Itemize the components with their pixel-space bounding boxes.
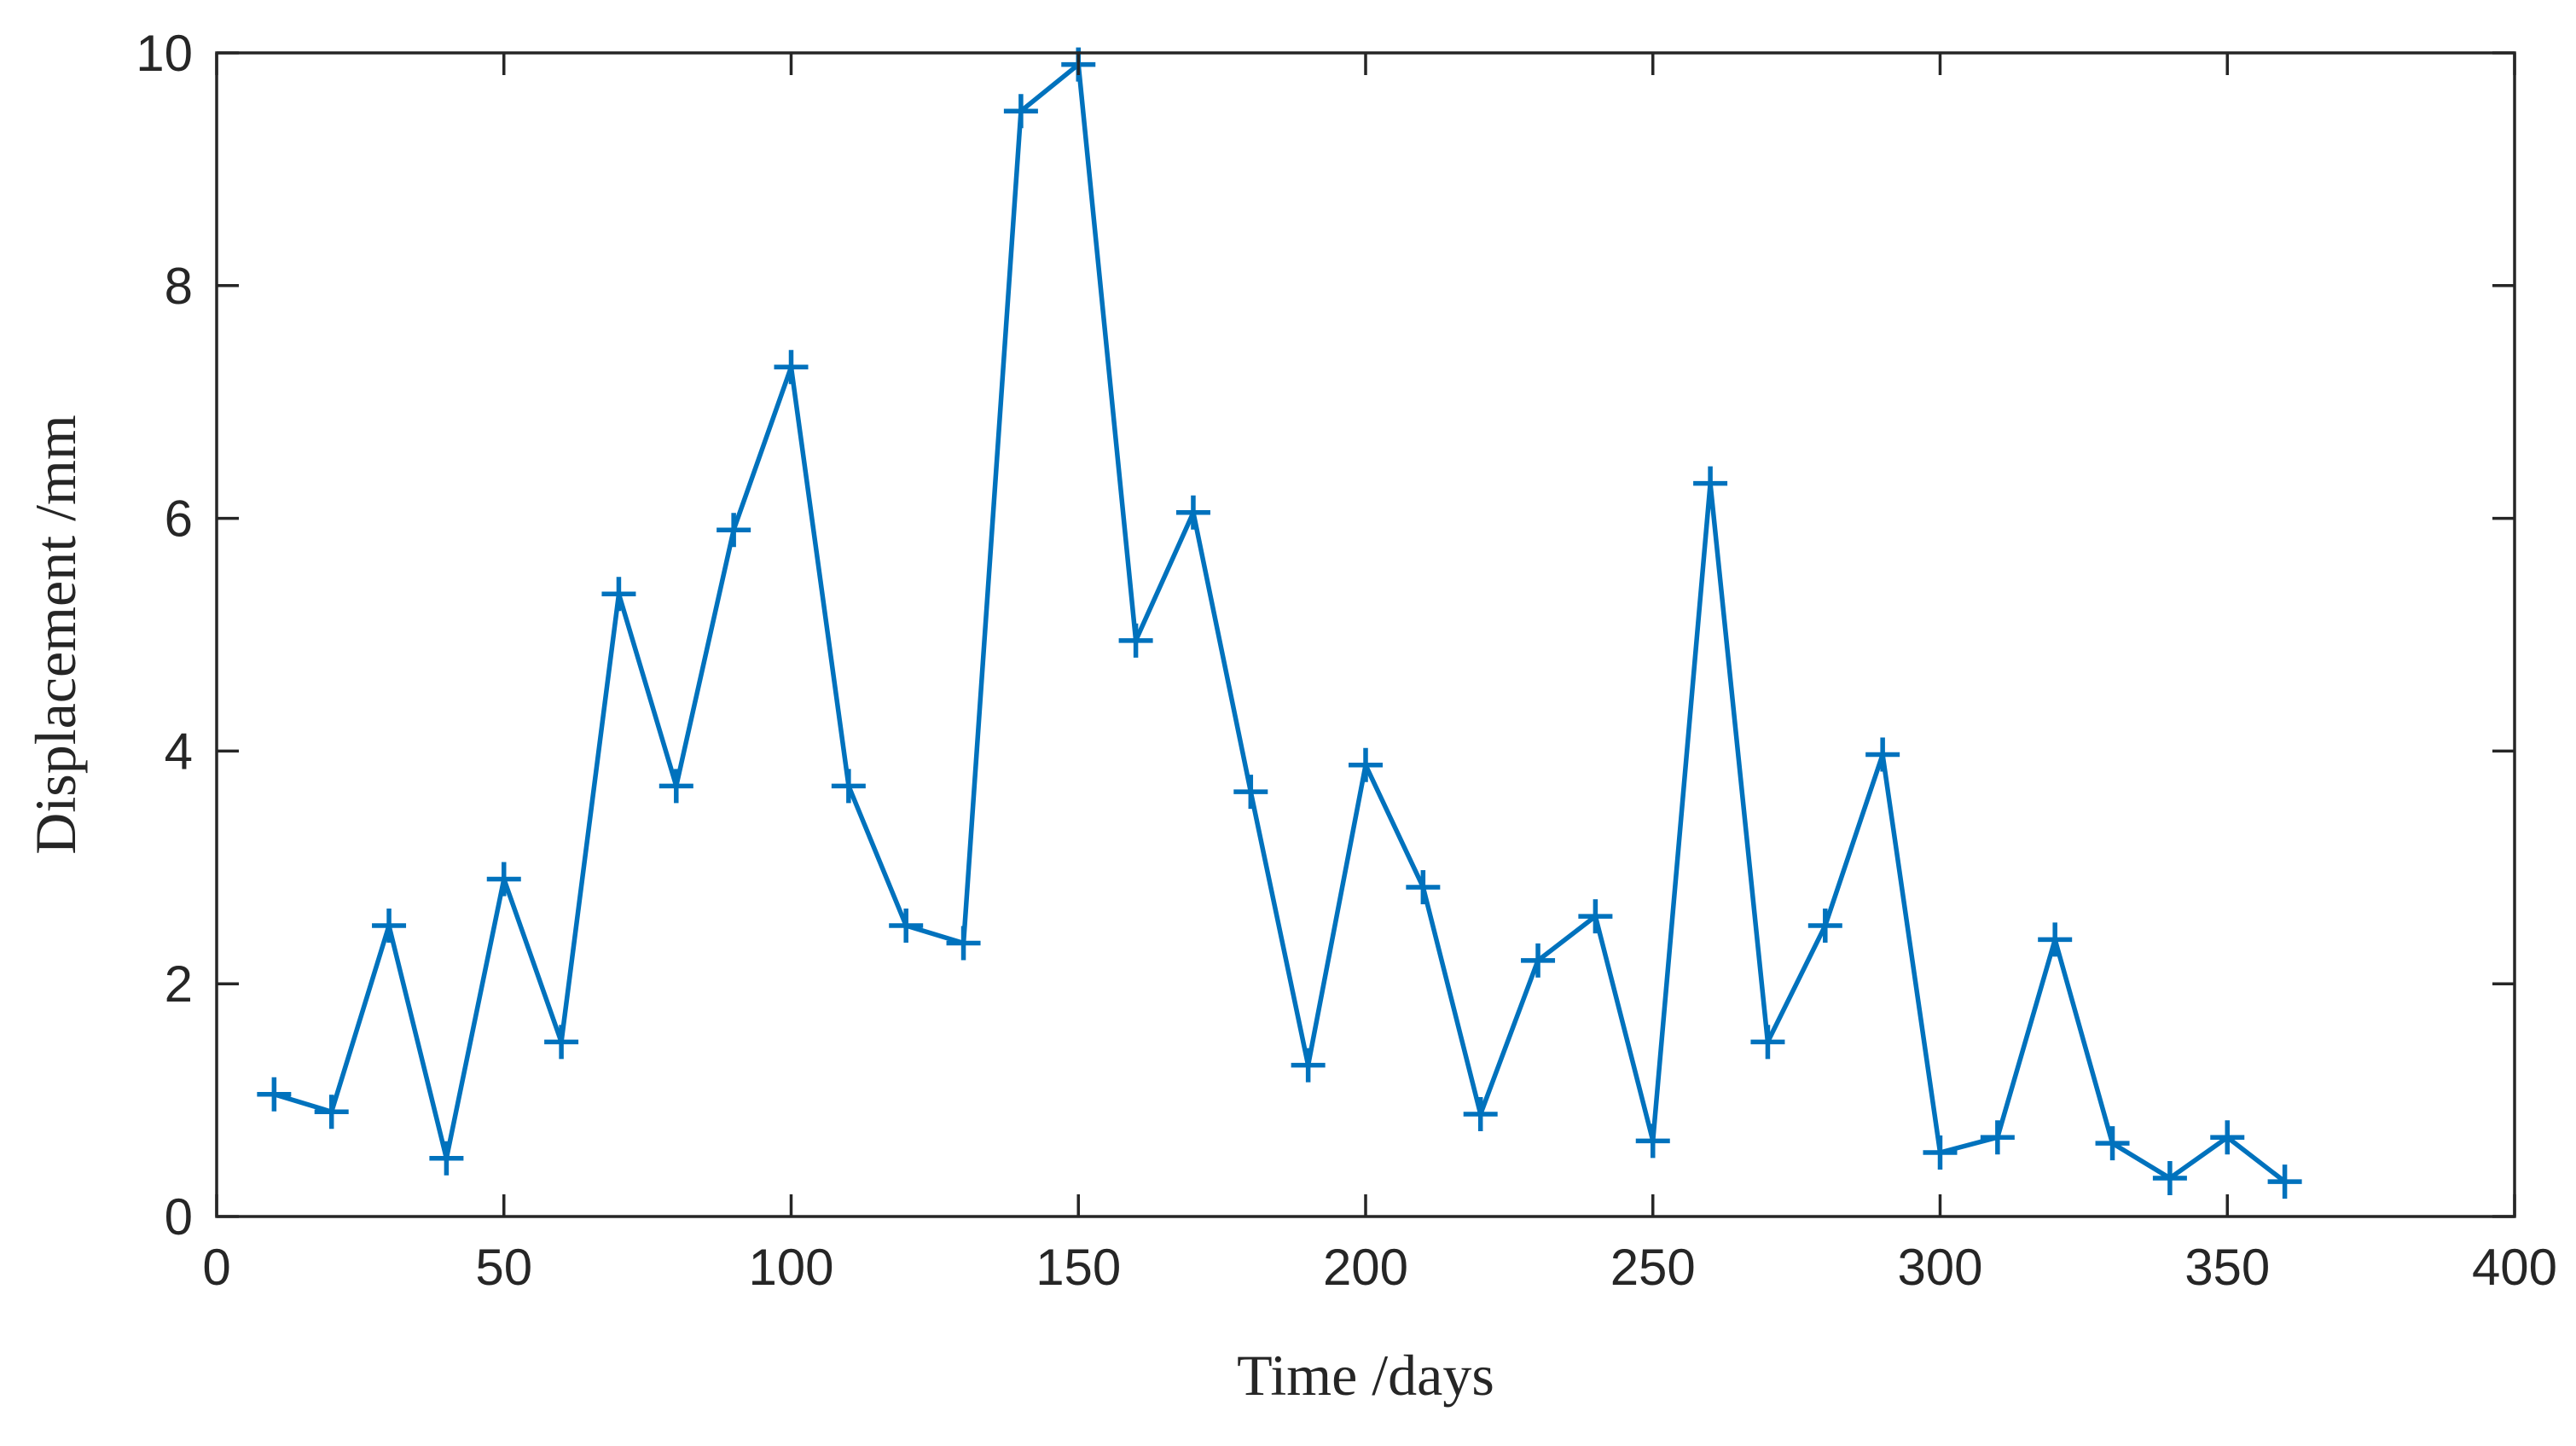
- x-tick-label: 300: [1897, 1239, 1982, 1296]
- data-point-marker: [1923, 1135, 1958, 1170]
- x-axis-label: Time /days: [1237, 1343, 1494, 1408]
- data-point-marker: [1578, 899, 1613, 934]
- data-point-marker: [1118, 623, 1153, 658]
- data-point-marker: [659, 769, 693, 804]
- data-point-marker: [1980, 1120, 2015, 1155]
- series-layer: [257, 47, 2302, 1199]
- x-tick-label: 400: [2472, 1239, 2557, 1296]
- data-point-marker: [1521, 943, 1556, 978]
- data-point-marker: [1349, 747, 1383, 782]
- data-point-marker: [2267, 1164, 2302, 1199]
- data-point-marker: [1693, 466, 1728, 501]
- plot-area-background: [217, 53, 2515, 1217]
- data-point-marker: [314, 1095, 349, 1130]
- data-point-marker: [544, 1025, 579, 1060]
- data-point-marker: [2210, 1120, 2245, 1155]
- data-point-marker: [717, 513, 751, 548]
- data-point-marker: [601, 577, 636, 612]
- data-point-marker: [1291, 1048, 1326, 1083]
- x-tick-label: 100: [748, 1239, 833, 1296]
- data-point-marker: [1233, 775, 1268, 810]
- data-point-marker: [1175, 495, 1210, 530]
- data-point-marker: [2095, 1126, 2130, 1161]
- data-point-marker: [257, 1077, 292, 1112]
- data-point-marker: [1463, 1096, 1498, 1131]
- data-point-marker: [946, 926, 981, 961]
- data-point-marker: [486, 862, 521, 897]
- axes-layer: 0 50 100 150 200 250 300 350 400 0 2 4 6 8 10: [136, 25, 2557, 1296]
- y-tick-label: 4: [165, 723, 193, 780]
- x-tick-label: 50: [475, 1239, 532, 1296]
- x-tick-label: 150: [1036, 1239, 1121, 1296]
- y-tick-label: 2: [165, 955, 193, 1013]
- x-tick-label: 250: [1610, 1239, 1696, 1296]
- data-point-marker: [831, 769, 866, 804]
- data-point-marker: [1635, 1124, 1670, 1159]
- y-tick-label: 8: [165, 258, 193, 315]
- y-tick-label: 0: [165, 1188, 193, 1246]
- data-point-marker: [774, 350, 809, 385]
- y-axis-label: Displacement /mm: [23, 415, 88, 855]
- data-point-marker: [2152, 1160, 2187, 1195]
- data-point-marker: [1406, 869, 1441, 904]
- y-tick-label: 6: [165, 491, 193, 548]
- data-point-marker: [372, 909, 407, 943]
- data-point-marker: [889, 909, 924, 943]
- x-tick-label: 0: [202, 1239, 230, 1296]
- series-line: [271, 61, 2288, 1184]
- data-point-marker: [429, 1141, 464, 1176]
- x-tick-label: 200: [1323, 1239, 1408, 1296]
- data-point-marker: [1865, 737, 1900, 772]
- data-point-marker: [1807, 909, 1842, 943]
- x-tick-label: 350: [2184, 1239, 2270, 1296]
- data-point-marker: [2038, 922, 2073, 957]
- y-tick-label: 10: [136, 25, 193, 82]
- data-point-marker: [1003, 94, 1038, 129]
- data-point-marker: [1750, 1025, 1785, 1060]
